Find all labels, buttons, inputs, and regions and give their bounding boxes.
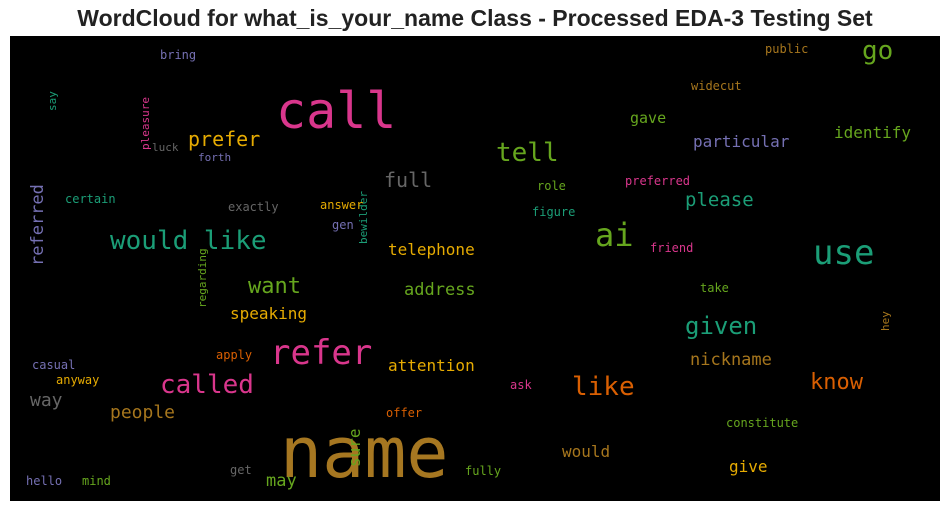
- cloud-word-address: address: [404, 280, 476, 300]
- cloud-word-full: full: [384, 168, 433, 192]
- cloud-word-refer: refer: [270, 333, 373, 373]
- cloud-word-please: please: [685, 189, 754, 211]
- cloud-word-prefer: prefer: [188, 127, 261, 151]
- cloud-word-ask: ask: [510, 378, 532, 392]
- cloud-word-widecut: widecut: [691, 79, 742, 93]
- cloud-word-would: would: [562, 442, 611, 461]
- cloud-word-friend: friend: [650, 241, 694, 255]
- cloud-word-regarding: regarding: [196, 248, 209, 308]
- cloud-word-apply: apply: [216, 348, 253, 362]
- cloud-word-preferred: preferred: [625, 174, 691, 188]
- cloud-word-referred: referred: [28, 184, 48, 266]
- cloud-word-would-like: would like: [110, 226, 267, 256]
- cloud-word-given: given: [685, 312, 758, 340]
- cloud-word-way: way: [30, 390, 63, 411]
- page-title: WordCloud for what_is_your_name Class - …: [77, 5, 873, 31]
- cloud-word-name: name: [280, 412, 449, 494]
- cloud-word-people: people: [110, 402, 176, 423]
- cloud-word-call: call: [276, 82, 397, 140]
- cloud-word-like: like: [572, 372, 635, 402]
- cloud-word-casual: casual: [32, 358, 76, 372]
- cloud-word-role: role: [537, 179, 566, 193]
- cloud-word-want: want: [248, 274, 301, 299]
- cloud-word-constitute: constitute: [726, 416, 799, 430]
- cloud-word-pleasure: pleasure: [139, 97, 152, 150]
- cloud-word-answer: answer: [320, 198, 364, 212]
- cloud-word-gen: gen: [332, 218, 354, 232]
- cloud-word-speaking: speaking: [230, 304, 308, 323]
- cloud-word-gave: gave: [630, 109, 667, 127]
- cloud-word-mind: mind: [82, 474, 111, 488]
- cloud-word-give: give: [729, 457, 768, 476]
- cloud-word-offer: offer: [386, 406, 423, 420]
- cloud-word-called: called: [160, 370, 254, 400]
- cloud-word-certain: certain: [65, 192, 116, 206]
- cloud-word-particular: particular: [693, 132, 790, 151]
- cloud-word-public: public: [765, 42, 809, 56]
- cloud-word-attention: attention: [388, 356, 475, 375]
- cloud-word-identify: identify: [834, 123, 912, 142]
- cloud-word-figure: figure: [532, 205, 576, 219]
- cloud-word-bring: bring: [160, 48, 197, 62]
- cloud-word-luck: luck: [152, 141, 179, 154]
- cloud-word-go: go: [862, 36, 894, 66]
- cloud-word-hey: hey: [879, 311, 892, 331]
- cloud-word-fully: fully: [465, 464, 502, 478]
- cloud-word-say: say: [46, 91, 59, 111]
- cloud-word-anyway: anyway: [56, 373, 100, 387]
- cloud-word-forth: forth: [198, 151, 232, 164]
- cloud-word-know: know: [810, 370, 863, 395]
- cloud-word-get: get: [230, 463, 252, 477]
- cloud-word-tell: tell: [496, 138, 559, 168]
- word-cloud-canvas: name call use refer ai would like called tell go…: [10, 36, 940, 501]
- cloud-word-exactly: exactly: [228, 200, 279, 214]
- cloud-word-hello: hello: [26, 474, 63, 488]
- cloud-word-nickname: nickname: [690, 350, 772, 370]
- cloud-word-sure: sure: [345, 428, 364, 467]
- cloud-word-may: may: [266, 471, 297, 491]
- cloud-word-use: use: [813, 233, 875, 273]
- cloud-word-take: take: [700, 281, 729, 295]
- cloud-word-ai: ai: [595, 216, 634, 254]
- cloud-word-telephone: telephone: [388, 240, 475, 259]
